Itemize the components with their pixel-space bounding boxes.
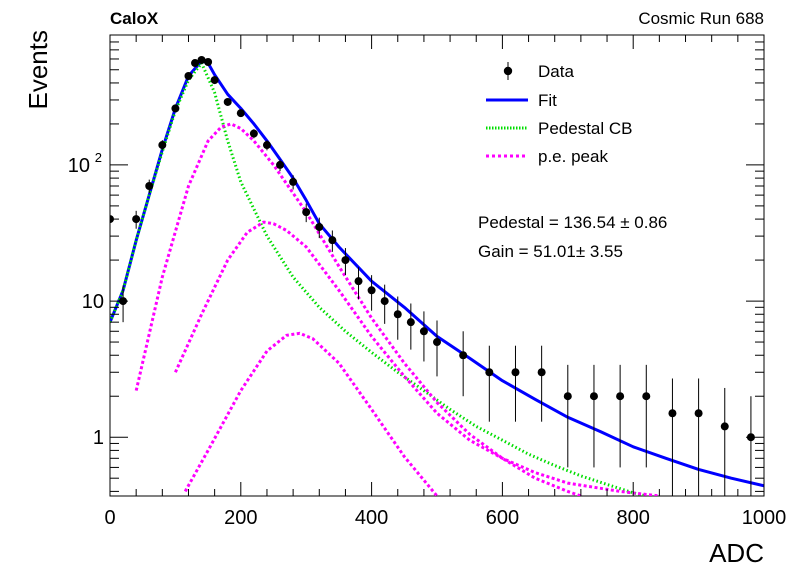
x-tick-label: 0 — [104, 507, 115, 529]
data-point — [694, 409, 703, 418]
data-point — [302, 208, 311, 217]
x-axis-title: ADC — [709, 538, 764, 568]
data-point — [341, 256, 350, 265]
x-tick-label: 600 — [486, 507, 519, 529]
legend-data-marker — [503, 66, 513, 76]
curve-fit-0 — [110, 59, 764, 488]
data-point — [197, 55, 206, 64]
experiment-label: CaloX — [110, 9, 159, 28]
data-point — [485, 368, 494, 377]
legend-label-pe-peak: p.e. peak — [538, 147, 608, 166]
data-point — [223, 97, 232, 106]
data-point — [236, 109, 245, 118]
legend-entry-pe-peak: p.e. peak — [486, 147, 608, 166]
data-point — [537, 368, 546, 377]
legend-label-pedestal: Pedestal CB — [538, 119, 633, 138]
data-point — [262, 141, 271, 150]
gain-result: Gain = 51.01± 3.55 — [478, 242, 623, 261]
data-point — [380, 297, 389, 306]
data-point — [315, 222, 324, 231]
data-point — [433, 338, 441, 347]
data-point — [720, 422, 729, 431]
data-point — [459, 351, 468, 360]
data-point — [249, 129, 258, 138]
curve-pedestal-cb-1 — [110, 61, 647, 496]
data-point — [511, 368, 520, 377]
data-point — [354, 277, 363, 286]
data-point — [367, 286, 376, 295]
data-points — [110, 55, 755, 496]
data-point — [210, 76, 219, 85]
legend-label-fit: Fit — [538, 91, 557, 110]
curve-p-e-peak-4 — [183, 331, 439, 496]
axis-ticks: 0 200 400 600 800 1000 1 10 10 2 — [68, 34, 787, 529]
data-point — [589, 392, 598, 401]
y-tick-label: 1 — [93, 427, 104, 449]
data-point — [328, 236, 337, 245]
data-point — [668, 409, 677, 418]
x-tick-label: 400 — [355, 507, 388, 529]
data-point — [419, 327, 428, 336]
y-axis-title: Events — [23, 30, 53, 110]
data-point — [406, 318, 415, 327]
data-point — [616, 392, 625, 401]
y-tick-label: 10 — [68, 155, 90, 177]
curves — [110, 59, 764, 496]
legend-label-data: Data — [538, 62, 574, 81]
legend: Data Fit Pedestal CB p.e. peak — [486, 62, 633, 166]
data-point — [145, 182, 154, 191]
data-point — [289, 177, 298, 186]
y-tick-label: 10 — [82, 291, 104, 313]
plot-frame — [109, 34, 765, 497]
plot-border — [109, 34, 765, 497]
x-tick-label: 200 — [224, 507, 257, 529]
data-point — [132, 215, 141, 224]
data-point — [204, 58, 213, 67]
data-point — [393, 310, 402, 319]
run-label: Cosmic Run 688 — [638, 9, 764, 28]
data-point — [158, 141, 167, 150]
data-point — [642, 392, 651, 401]
curve-p-e-peak-3 — [174, 220, 660, 496]
data-point — [276, 160, 285, 169]
y-tick-label-exponent: 2 — [95, 150, 102, 165]
data-point — [184, 71, 193, 80]
data-point — [171, 104, 180, 113]
pedestal-result: Pedestal = 136.54 ± 0.86 — [478, 213, 667, 232]
x-tick-label: 1000 — [742, 507, 787, 529]
data-point — [563, 392, 572, 401]
legend-entry-pedestal: Pedestal CB — [486, 119, 633, 138]
data-point — [191, 59, 200, 68]
legend-entry-fit: Fit — [486, 91, 557, 110]
legend-entry-data: Data — [503, 62, 574, 81]
x-tick-label: 800 — [617, 507, 650, 529]
